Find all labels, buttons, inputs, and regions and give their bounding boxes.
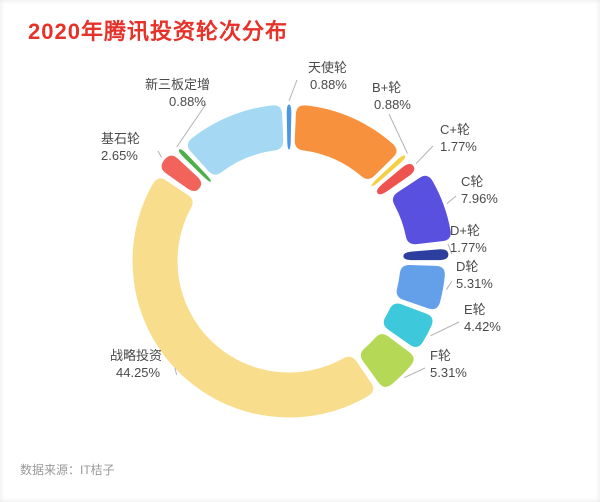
segment-label-name: E轮	[464, 302, 486, 317]
label-line-基石轮	[157, 150, 163, 158]
pie-segment-B+轮[interactable]	[370, 154, 407, 188]
label-line-D轮	[445, 280, 453, 290]
pie-segment-基石轮[interactable]	[160, 154, 203, 193]
pie-segment-天使轮[interactable]	[285, 103, 293, 151]
segment-label-name: D+轮	[450, 223, 480, 238]
label-line-新三板定增	[176, 103, 207, 148]
segment-label-name: 新三板定增	[145, 77, 211, 92]
pie-segment-E轮[interactable]	[382, 302, 434, 348]
segment-label-name: 战略投资	[110, 348, 163, 363]
segment-label-D+轮: D+轮 1.77%	[450, 222, 487, 256]
segment-label-value: 1.77%	[450, 240, 487, 255]
segment-label-value: 44.25%	[116, 365, 161, 380]
segment-label-value: 0.88%	[169, 94, 206, 109]
segment-label-name: 基石轮	[101, 131, 141, 146]
label-line-B+轮	[388, 113, 408, 154]
label-line-C+轮	[415, 145, 434, 165]
segment-label-F轮: F轮 5.31%	[430, 347, 467, 381]
segment-label-B+轮: B+轮 0.88%	[372, 79, 411, 113]
segment-label-value: 0.88%	[374, 97, 411, 112]
segment-label-value: 0.88%	[310, 77, 347, 92]
segment-label-name: B+轮	[372, 80, 402, 95]
label-line-战略投资	[174, 367, 178, 376]
segment-label-value: 7.96%	[461, 191, 498, 206]
pie-segment-新三板定增[interactable]	[177, 148, 212, 183]
pie-segment-C轮[interactable]	[391, 174, 452, 246]
segment-label-value: 1.77%	[440, 139, 477, 154]
segment-label-战略投资: 战略投资 44.25%	[110, 347, 162, 381]
pie-segment-战略投资[interactable]	[131, 177, 375, 419]
segment-label-name: 天使轮	[308, 60, 348, 75]
segment-label-C+轮: C+轮 1.77%	[440, 121, 477, 155]
label-line-D+轮	[447, 243, 453, 255]
segment-label-value: 5.31%	[456, 276, 493, 291]
segment-label-D轮: D轮 5.31%	[456, 258, 493, 292]
segment-label-C轮: C轮 7.96%	[461, 173, 498, 207]
pie-segment-unlabeled-1[interactable]	[293, 104, 398, 180]
segment-label-value: 5.31%	[430, 365, 467, 380]
label-line-C轮	[446, 195, 457, 205]
label-line-F轮	[403, 367, 426, 379]
segment-label-name: F轮	[430, 348, 451, 363]
segment-label-value: 2.65%	[101, 148, 138, 163]
segment-label-E轮: E轮 4.42%	[464, 301, 501, 335]
segment-label-name: D轮	[456, 259, 479, 274]
pie-segment-C+轮[interactable]	[375, 162, 416, 196]
segment-label-name: C轮	[461, 174, 484, 189]
chart-title: 2020年腾讯投资轮次分布	[28, 19, 288, 44]
segment-label-name: C+轮	[440, 122, 470, 137]
segment-label-value: 4.42%	[464, 319, 501, 334]
pie-segment-unlabeled-12[interactable]	[186, 104, 285, 176]
segment-label-天使轮: 天使轮 0.88%	[308, 59, 347, 93]
data-source: 数据来源：IT桔子	[20, 463, 115, 477]
label-line-E轮	[430, 321, 460, 337]
pie-segment-D+轮[interactable]	[402, 248, 450, 262]
pie-segment-F轮[interactable]	[359, 333, 415, 388]
pie-segment-D轮[interactable]	[395, 264, 446, 311]
segment-label-新三板定增: 新三板定增 0.88%	[145, 76, 210, 110]
segment-label-基石轮: 基石轮 2.65%	[101, 130, 140, 164]
label-line-天使轮	[288, 79, 298, 102]
